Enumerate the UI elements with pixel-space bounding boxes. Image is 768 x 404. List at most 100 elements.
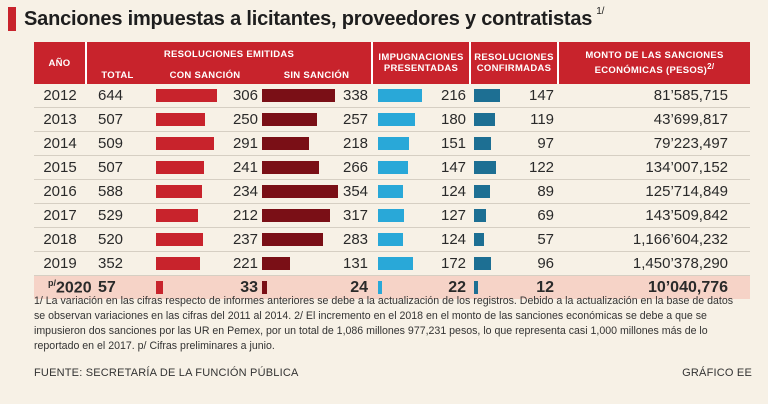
total-cell: 529 xyxy=(86,203,148,228)
preliminary-mark: p/ xyxy=(48,277,56,288)
total-cell: 352 xyxy=(86,251,148,276)
source-line: FUENTE: SECRETARÍA DE LA FUNCIÓN PÚBLICA xyxy=(34,367,299,379)
impugnaciones-value: 147 xyxy=(440,159,467,176)
sin-sancion-wrap: 257 xyxy=(262,108,372,131)
con-sancion-cell: 241 xyxy=(148,155,262,180)
confirmadas-wrap: 97 xyxy=(470,132,558,155)
con-sancion-value: 33 xyxy=(240,278,258,296)
confirmadas-cell: 12 xyxy=(470,275,559,299)
confirmadas-value: 69 xyxy=(537,207,555,224)
sin-sancion-bar xyxy=(262,281,268,294)
impugnaciones-bar xyxy=(378,281,383,294)
con-sancion-bar xyxy=(156,209,198,222)
con-sancion-cell: 212 xyxy=(148,203,262,228)
con-sancion-bar xyxy=(156,233,203,246)
footnotes: 1/ La variación en las cifras respecto d… xyxy=(34,295,734,352)
confirmadas-cell: 119 xyxy=(470,107,559,132)
con-sancion-bar xyxy=(156,89,217,102)
table-row: 2012 644 306 338 216 147 81’585,715 xyxy=(34,84,751,108)
impugnaciones-value: 180 xyxy=(440,111,467,128)
sin-sancion-value: 354 xyxy=(342,183,369,200)
year-cell: 2015 xyxy=(34,155,86,180)
confirmadas-wrap: 96 xyxy=(470,252,558,275)
year-cell: 2016 xyxy=(34,179,86,204)
con-sancion-bar xyxy=(156,113,206,126)
confirmadas-bar xyxy=(474,257,491,270)
impugnaciones-cell: 22 xyxy=(372,275,471,299)
sin-sancion-wrap: 317 xyxy=(262,204,372,227)
table-row: 2017 529 212 317 127 69 143’509,842 xyxy=(34,203,751,228)
header-con-sancion: CON SANCIÓN xyxy=(148,66,262,84)
impugnaciones-cell: 216 xyxy=(372,84,471,108)
confirmadas-wrap: 69 xyxy=(470,204,558,227)
sin-sancion-wrap: 218 xyxy=(262,132,372,155)
total-cell: 588 xyxy=(86,179,148,204)
con-sancion-bar xyxy=(156,161,204,174)
con-sancion-bar xyxy=(156,137,214,150)
impugnaciones-value: 22 xyxy=(448,278,467,296)
impugnaciones-wrap: 216 xyxy=(372,84,470,107)
graphic-credit: GRÁFICO EE xyxy=(682,367,752,379)
sin-sancion-wrap: 266 xyxy=(262,156,372,179)
impugnaciones-wrap: 124 xyxy=(372,180,470,203)
confirmadas-bar xyxy=(474,281,479,294)
impugnaciones-bar xyxy=(378,185,404,198)
impugnaciones-cell: 151 xyxy=(372,131,471,156)
confirmadas-bar xyxy=(474,113,496,126)
con-sancion-wrap: 212 xyxy=(148,204,262,227)
confirmadas-wrap: 57 xyxy=(470,228,558,251)
header-confirmadas: RESOLUCIONES CONFIRMADAS xyxy=(469,42,559,84)
impugnaciones-wrap: 22 xyxy=(372,276,470,299)
monto-cell: 43’699,817 xyxy=(558,107,751,132)
total-cell: 520 xyxy=(86,227,148,252)
confirmadas-value: 147 xyxy=(528,87,555,104)
sin-sancion-cell: 354 xyxy=(262,179,373,204)
year-cell: 2019 xyxy=(34,251,86,276)
total-cell: 57 xyxy=(86,275,148,299)
con-sancion-cell: 234 xyxy=(148,179,262,204)
sin-sancion-wrap: 283 xyxy=(262,228,372,251)
impugnaciones-cell: 124 xyxy=(372,227,471,252)
impugnaciones-bar xyxy=(378,233,404,246)
con-sancion-value: 250 xyxy=(232,111,258,128)
con-sancion-wrap: 221 xyxy=(148,252,262,275)
total-cell: 507 xyxy=(86,107,148,132)
confirmadas-cell: 89 xyxy=(470,179,559,204)
impugnaciones-cell: 147 xyxy=(372,155,471,180)
table-row: p/2020 57 33 24 22 12 10’040,776 xyxy=(34,275,751,299)
sin-sancion-bar xyxy=(262,185,338,198)
chart-title: Sanciones impuestas a licitantes, provee… xyxy=(24,5,605,30)
impugnaciones-bar xyxy=(378,137,409,150)
sanctions-table: AÑO RESOLUCIONES EMITIDAS IMPUGNACIONES P… xyxy=(34,42,751,299)
monto-cell: 79’223,497 xyxy=(558,131,751,156)
confirmadas-value: 12 xyxy=(536,278,555,296)
sin-sancion-bar xyxy=(262,89,335,102)
confirmadas-value: 119 xyxy=(530,111,555,128)
monto-cell: 10’040,776 xyxy=(558,275,751,299)
title-block: Sanciones impuestas a licitantes, provee… xyxy=(8,6,604,32)
con-sancion-value: 291 xyxy=(232,135,258,152)
con-sancion-value: 221 xyxy=(232,255,258,272)
year-cell: 2013 xyxy=(34,107,86,132)
monto-cell: 1,450’378,290 xyxy=(558,251,751,276)
sin-sancion-bar xyxy=(262,113,318,126)
confirmadas-wrap: 89 xyxy=(470,180,558,203)
sin-sancion-cell: 266 xyxy=(262,155,373,180)
con-sancion-value: 237 xyxy=(232,231,258,248)
sin-sancion-cell: 24 xyxy=(262,275,373,299)
sin-sancion-wrap: 131 xyxy=(262,252,372,275)
monto-cell: 143’509,842 xyxy=(558,203,751,228)
year-cell: 2014 xyxy=(34,131,86,156)
con-sancion-value: 241 xyxy=(232,159,258,176)
confirmadas-bar xyxy=(474,209,487,222)
con-sancion-wrap: 33 xyxy=(148,276,262,299)
sin-sancion-value: 257 xyxy=(342,111,369,128)
sin-sancion-cell: 338 xyxy=(262,84,373,108)
confirmadas-bar xyxy=(474,89,501,102)
sin-sancion-value: 218 xyxy=(342,135,369,152)
impugnaciones-value: 124 xyxy=(440,183,467,200)
impugnaciones-bar xyxy=(378,257,414,270)
confirmadas-cell: 69 xyxy=(470,203,559,228)
sin-sancion-wrap: 354 xyxy=(262,180,372,203)
impugnaciones-value: 151 xyxy=(440,135,467,152)
